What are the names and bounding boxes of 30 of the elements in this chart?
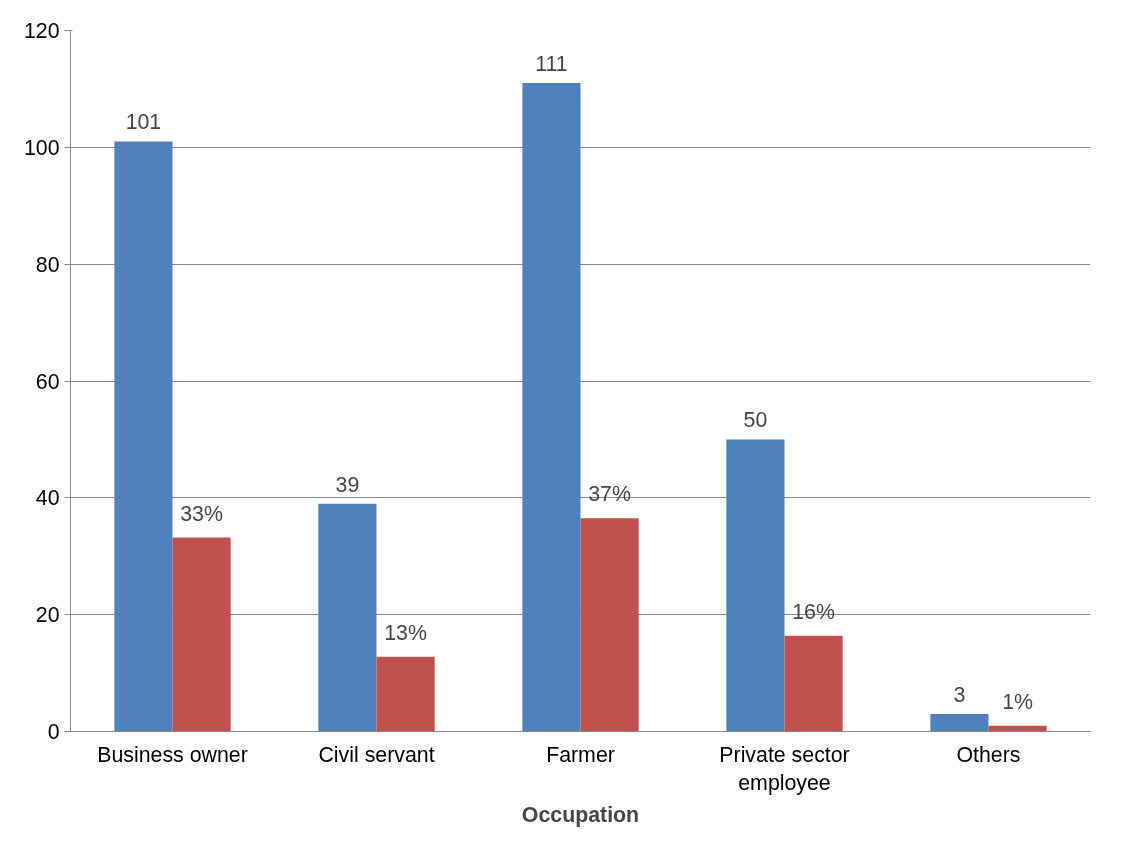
y-tick-label: 20	[35, 603, 60, 628]
data-label: 13%	[384, 620, 427, 645]
data-label: 101	[125, 110, 162, 135]
x-axis-title: Occupation	[521, 803, 640, 828]
data-label: 50	[743, 408, 768, 433]
bar	[522, 83, 581, 732]
bar	[318, 503, 377, 732]
bar	[580, 518, 639, 732]
bar	[376, 656, 435, 732]
y-tick-label: 120	[23, 19, 60, 43]
x-tick-label: Business owner	[97, 742, 248, 767]
x-tick-label: Farmer	[546, 742, 615, 767]
data-label: 111	[535, 52, 568, 77]
y-tick-label: 80	[35, 252, 60, 277]
bar	[930, 713, 989, 732]
y-tick-label: 60	[35, 369, 60, 394]
data-label: 3	[953, 682, 966, 707]
bar	[726, 439, 785, 732]
bar	[172, 537, 231, 732]
y-tick-label: 100	[23, 135, 60, 160]
x-tick-label: Civil servant	[318, 742, 435, 767]
bar	[784, 635, 843, 732]
data-label: 1%	[1002, 689, 1034, 714]
data-label: 39	[335, 472, 360, 497]
bar	[114, 141, 173, 732]
x-tick-label: Private sector employee	[719, 742, 850, 796]
y-tick-label: 40	[35, 486, 60, 511]
x-tick-label: Others	[956, 742, 1021, 767]
data-label: 33%	[180, 501, 223, 526]
y-tick-label: 0	[47, 720, 60, 744]
